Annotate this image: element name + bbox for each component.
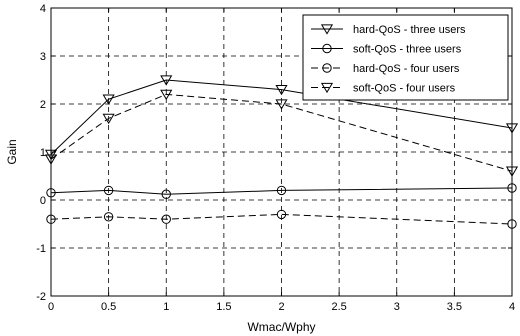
data-point (103, 185, 114, 196)
grid (51, 8, 512, 296)
y-axis-label: Gain (5, 139, 19, 164)
data-point (275, 84, 288, 96)
y-tick-label: -1 (36, 243, 46, 255)
x-tick-label: 2 (278, 301, 284, 313)
y-tick-label: 4 (40, 3, 46, 15)
legend-marker (320, 82, 334, 94)
series-line (50, 187, 513, 195)
legend-entry: hard-QoS - four users (353, 63, 460, 75)
series-layer (44, 75, 519, 229)
x-tick-label: 3.5 (447, 301, 462, 313)
ticks: 0 0.5 1 1.5 2 2.5 3 3.5 4 -2 -1 0 1 2 3 4 (36, 3, 515, 313)
series-line (50, 93, 513, 172)
legend-entry: soft-QoS - four users (353, 83, 456, 95)
data-point (102, 94, 115, 105)
y-tick-label: 2 (40, 99, 46, 111)
legend-entry: hard-QoS - three users (353, 24, 466, 36)
y-tick-label: 0 (40, 195, 46, 207)
x-tick-label: 4 (509, 301, 515, 313)
y-tick-label: -2 (36, 291, 46, 303)
legend-entry: soft-QoS - three users (353, 44, 462, 56)
x-axis-label: Wmac/Wphy (247, 320, 315, 334)
series-line (50, 213, 513, 225)
x-tick-label: 1.5 (216, 301, 231, 313)
x-tick-label: 0.5 (101, 301, 116, 313)
legend-marker (322, 63, 332, 73)
x-tick-label: 2.5 (331, 301, 346, 313)
y-tick-label: 1 (40, 147, 46, 159)
data-point (275, 99, 288, 110)
series-2 (46, 183, 517, 199)
data-point (161, 189, 171, 199)
data-point (161, 214, 171, 224)
series-line (50, 79, 513, 155)
legend: hard-QoS - three users soft-QoS - three u… (302, 14, 509, 101)
data-point (103, 212, 114, 222)
y-tick-label: 3 (40, 51, 46, 63)
data-point (276, 209, 287, 220)
legend-marker (320, 24, 334, 35)
data-point (276, 185, 287, 196)
data-point (102, 113, 115, 125)
data-point (160, 75, 173, 86)
series-1 (44, 75, 519, 161)
x-tick-label: 0 (48, 301, 54, 313)
x-tick-label: 1 (163, 301, 169, 313)
legend-marker (322, 43, 332, 54)
data-point (160, 89, 173, 101)
x-tick-label: 3 (394, 301, 400, 313)
